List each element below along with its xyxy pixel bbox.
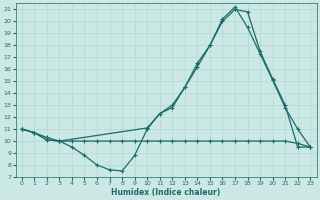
X-axis label: Humidex (Indice chaleur): Humidex (Indice chaleur) bbox=[111, 188, 221, 197]
